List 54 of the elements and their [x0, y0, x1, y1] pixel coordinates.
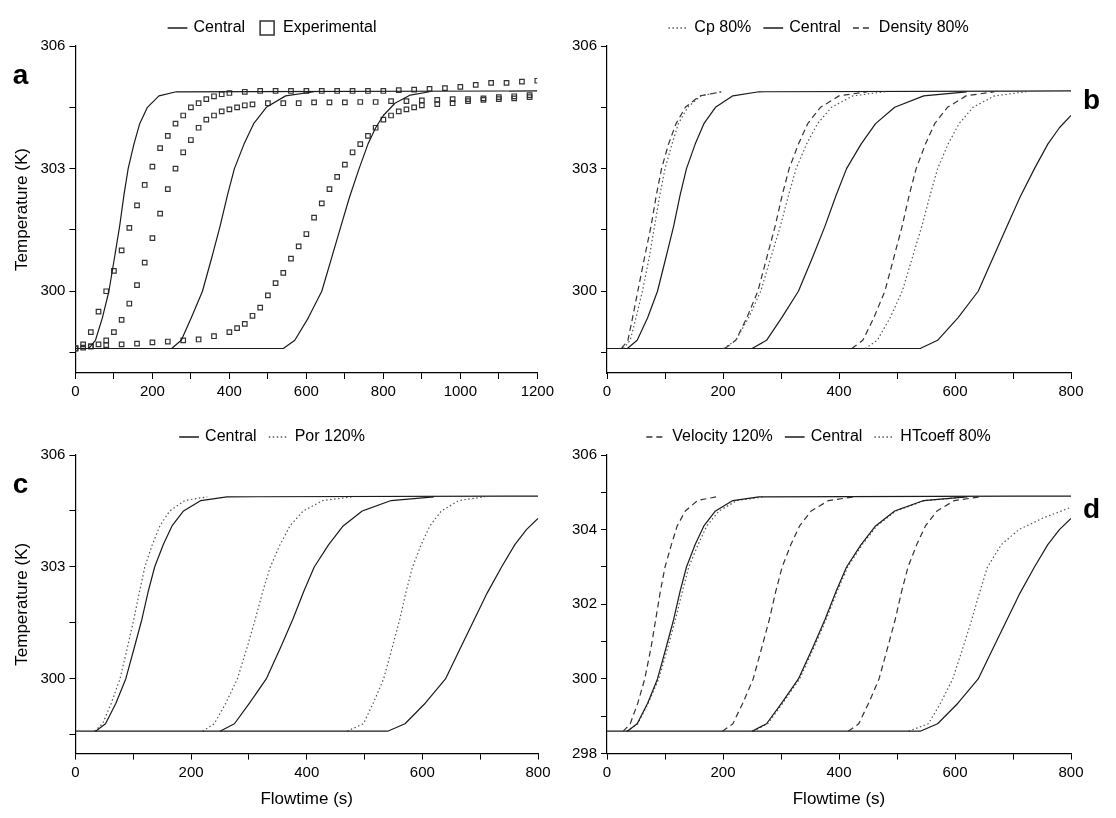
- text: b: [1083, 83, 1101, 115]
- y-axis-title: Temperature (K): [11, 148, 31, 271]
- legend-label: Central: [789, 18, 841, 36]
- legend-label: Cp 80%: [694, 18, 752, 36]
- x-tick-label: 200: [139, 382, 165, 400]
- x-tick-label: 600: [942, 382, 968, 400]
- y-tick-label: 306: [572, 445, 598, 463]
- x-tick-label: 800: [525, 762, 551, 780]
- y-tick-label: 306: [40, 36, 66, 54]
- legend-label: Central: [810, 427, 863, 445]
- legend-label: Density 80%: [878, 18, 969, 36]
- x-tick-label: 800: [370, 382, 396, 400]
- x-tick-label: 200: [710, 382, 736, 400]
- x-tick-label: 600: [942, 762, 968, 780]
- y-tick-label: 303: [572, 158, 598, 176]
- x-tick-label: 800: [1058, 762, 1084, 780]
- x-tick-label: 0: [602, 382, 612, 400]
- y-axis-title: Temperature (K): [11, 542, 31, 666]
- x-axis-title: Flowtime (s): [792, 789, 886, 809]
- y-tick-label: 304: [572, 519, 598, 537]
- x-tick-label: 800: [1058, 382, 1084, 400]
- y-tick-label: 300: [40, 281, 66, 299]
- y-tick-label: 306: [40, 445, 66, 463]
- y-tick-label: 298: [572, 743, 598, 761]
- y-tick-label: 306: [572, 36, 598, 54]
- y-tick-label: 300: [572, 669, 598, 687]
- y-tick-label: 300: [40, 669, 66, 687]
- text: c: [12, 467, 29, 499]
- text: d: [1083, 492, 1101, 524]
- x-tick-label: 600: [293, 382, 319, 400]
- x-tick-label: 0: [71, 382, 80, 400]
- y-tick-label: 303: [40, 557, 66, 575]
- x-tick-label: 200: [178, 762, 204, 780]
- legend-label: HTcoeff 80%: [900, 427, 991, 445]
- x-tick-label: 1200: [520, 382, 554, 400]
- legend-label: Central: [193, 18, 246, 36]
- x-tick-label: 1000: [443, 382, 478, 400]
- x-tick-label: 400: [294, 762, 320, 780]
- x-tick-label: 400: [826, 762, 852, 780]
- x-tick-label: 400: [216, 382, 242, 400]
- x-axis-title: Flowtime (s): [260, 789, 353, 809]
- text: a: [12, 58, 29, 90]
- y-tick-label: 302: [572, 594, 598, 612]
- y-tick-label: 303: [40, 158, 66, 176]
- x-tick-label: 0: [602, 762, 612, 780]
- legend-label: Experimental: [283, 18, 377, 36]
- x-tick-label: 600: [409, 762, 435, 780]
- legend-label: Central: [205, 427, 257, 445]
- legend-label: Por 120%: [294, 427, 365, 445]
- x-tick-label: 200: [710, 762, 736, 780]
- x-tick-label: 400: [826, 382, 852, 400]
- legend-label: Velocity 120%: [672, 427, 773, 445]
- x-tick-label: 0: [71, 762, 80, 780]
- y-tick-label: 300: [572, 281, 598, 299]
